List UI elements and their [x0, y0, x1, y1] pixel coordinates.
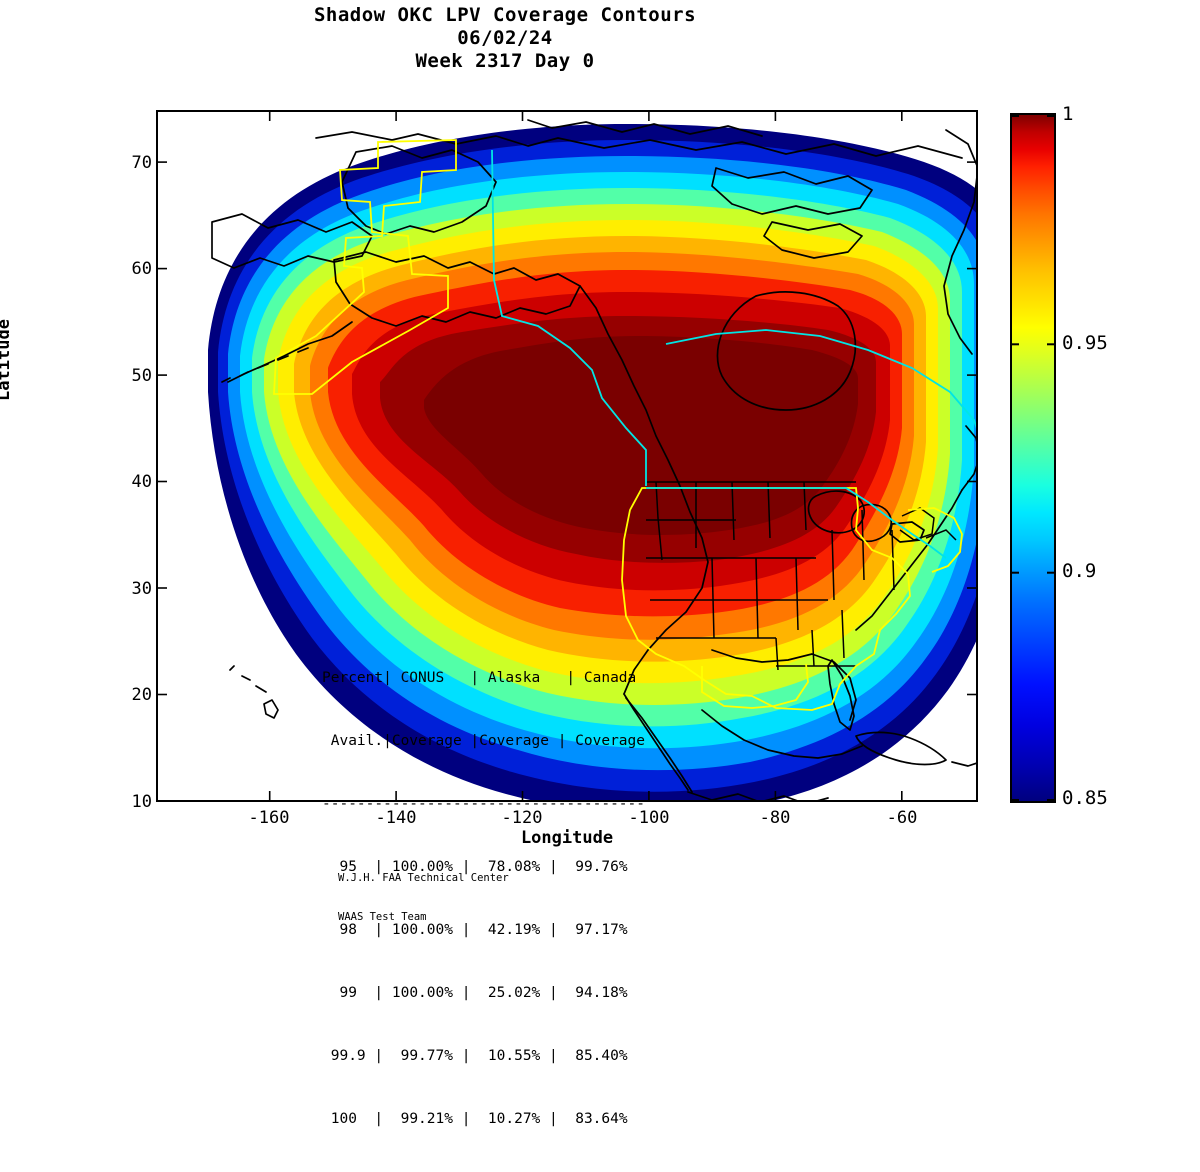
cell-canada-95: 99.76% — [566, 859, 628, 875]
alaska-seward — [341, 145, 497, 235]
credit-line-2: WAAS Test Team — [338, 911, 427, 923]
cell-canada-999: 85.40% — [566, 1048, 628, 1064]
hudson-bay — [716, 291, 857, 411]
aleutian-islands — [221, 347, 309, 383]
title-line-2: 06/02/24 — [457, 27, 553, 49]
us-state-boundaries — [646, 481, 957, 671]
cell-canada-98: 97.17% — [566, 922, 628, 938]
y-axis-title: Latitude — [0, 319, 14, 401]
ytick-label-70: 70 — [131, 153, 152, 173]
stats-row-99: 99 | 100.00% | 25.02% | 94.18% — [322, 985, 628, 1001]
cell-avail-100: 100 — [322, 1111, 375, 1127]
cell-conus-99: 100.00% — [391, 985, 453, 1001]
colorbar-label-0.85: 0.85 — [1062, 787, 1108, 809]
xtick-label--80: -80 — [759, 808, 791, 828]
colorbar — [1010, 113, 1056, 803]
alaska-mainland — [333, 251, 581, 327]
conus-service-volume — [621, 487, 911, 711]
great-lakes-michigan-huron — [850, 503, 893, 543]
xtick-label--140: -140 — [375, 808, 417, 828]
ytick-label-10: 10 — [131, 792, 152, 812]
ytick-label-30: 30 — [131, 579, 152, 599]
colorbar-label-0.95: 0.95 — [1062, 332, 1108, 354]
ytick-label-50: 50 — [131, 366, 152, 386]
hawaiian-islands — [229, 665, 279, 719]
x-axis-title: Longitude — [520, 828, 614, 848]
greenland-coast — [943, 129, 978, 355]
cell-alaska-99: 25.02% — [479, 985, 541, 1001]
cell-conus-999: 99.77% — [391, 1048, 453, 1064]
ytick-label-40: 40 — [131, 472, 152, 492]
map-plot-area: Percent| CONUS | Alaska | Canada Avail.|… — [156, 110, 978, 1127]
service-volume-yellow — [273, 139, 963, 711]
baffin-island — [763, 221, 863, 259]
xtick-label--100: -100 — [628, 808, 670, 828]
cell-canada-99: 94.18% — [566, 985, 628, 1001]
cell-alaska-999: 10.55% — [479, 1048, 541, 1064]
plot-frame — [156, 110, 978, 802]
title-line-1: Shadow OKC LPV Coverage Contours — [313, 4, 697, 26]
canada-arctic-boundary — [665, 329, 978, 482]
ytick-label-60: 60 — [131, 259, 152, 279]
ytick-label-20: 20 — [131, 685, 152, 705]
contour-band-1.0 — [424, 336, 858, 535]
credit-block: W.J.H. FAA Technical Center WAAS Test Te… — [338, 846, 509, 950]
xtick-label--120: -120 — [501, 808, 543, 828]
canada-service-volume — [491, 149, 978, 559]
cell-avail-999: 99.9 — [322, 1048, 375, 1064]
waas-coverage-figure: Shadow OKC LPV Coverage Contours 06/02/2… — [0, 4, 1108, 1127]
credit-line-1: W.J.H. FAA Technical Center — [338, 872, 509, 884]
conus-gulf-extension — [701, 663, 809, 709]
maritimes-coast — [961, 425, 978, 491]
baja-east — [623, 693, 689, 791]
florida-peninsula — [827, 659, 855, 731]
arctic-archipelago — [711, 167, 873, 215]
figure-title: Shadow OKC LPV Coverage Contours 06/02/2… — [0, 4, 1010, 73]
coastlines-layer — [211, 119, 978, 802]
alaska-service-volume — [273, 139, 457, 395]
xtick-label--160: -160 — [248, 808, 290, 828]
canada-west-boundary — [491, 149, 647, 486]
coverage-contour-field — [208, 124, 978, 802]
colorbar-label-1: 1 — [1062, 103, 1074, 125]
cell-avail-99: 99 — [322, 985, 375, 1001]
northeast-service-edge — [907, 507, 963, 573]
us-gulf-coast — [711, 649, 857, 721]
baja-west — [625, 697, 693, 793]
cuba — [855, 731, 947, 766]
cell-canada-100: 83.64% — [566, 1111, 628, 1127]
stats-row-100: 100 | 99.21% | 10.27% | 83.64% — [322, 1111, 628, 1127]
canada-south-boundary — [646, 487, 947, 559]
alaska-north-slope — [211, 213, 373, 269]
coverage-map-svg — [156, 110, 978, 802]
arctic-coast — [315, 131, 963, 159]
colorbar-label-0.9: 0.9 — [1062, 560, 1097, 582]
gulf-mexico-coast — [701, 709, 863, 759]
axis-ticks — [157, 111, 977, 802]
cell-conus-100: 99.21% — [391, 1111, 453, 1127]
colorbar-gradient — [1012, 115, 1054, 801]
cell-alaska-100: 10.27% — [479, 1111, 541, 1127]
stats-row-99.9: 99.9 | 99.77% | 10.55% | 85.40% — [322, 1048, 628, 1064]
arctic-islands-north — [527, 119, 763, 137]
pacific-coast — [579, 285, 709, 695]
xtick-label--60: -60 — [886, 808, 918, 828]
title-line-3: Week 2317 Day 0 — [415, 50, 595, 72]
